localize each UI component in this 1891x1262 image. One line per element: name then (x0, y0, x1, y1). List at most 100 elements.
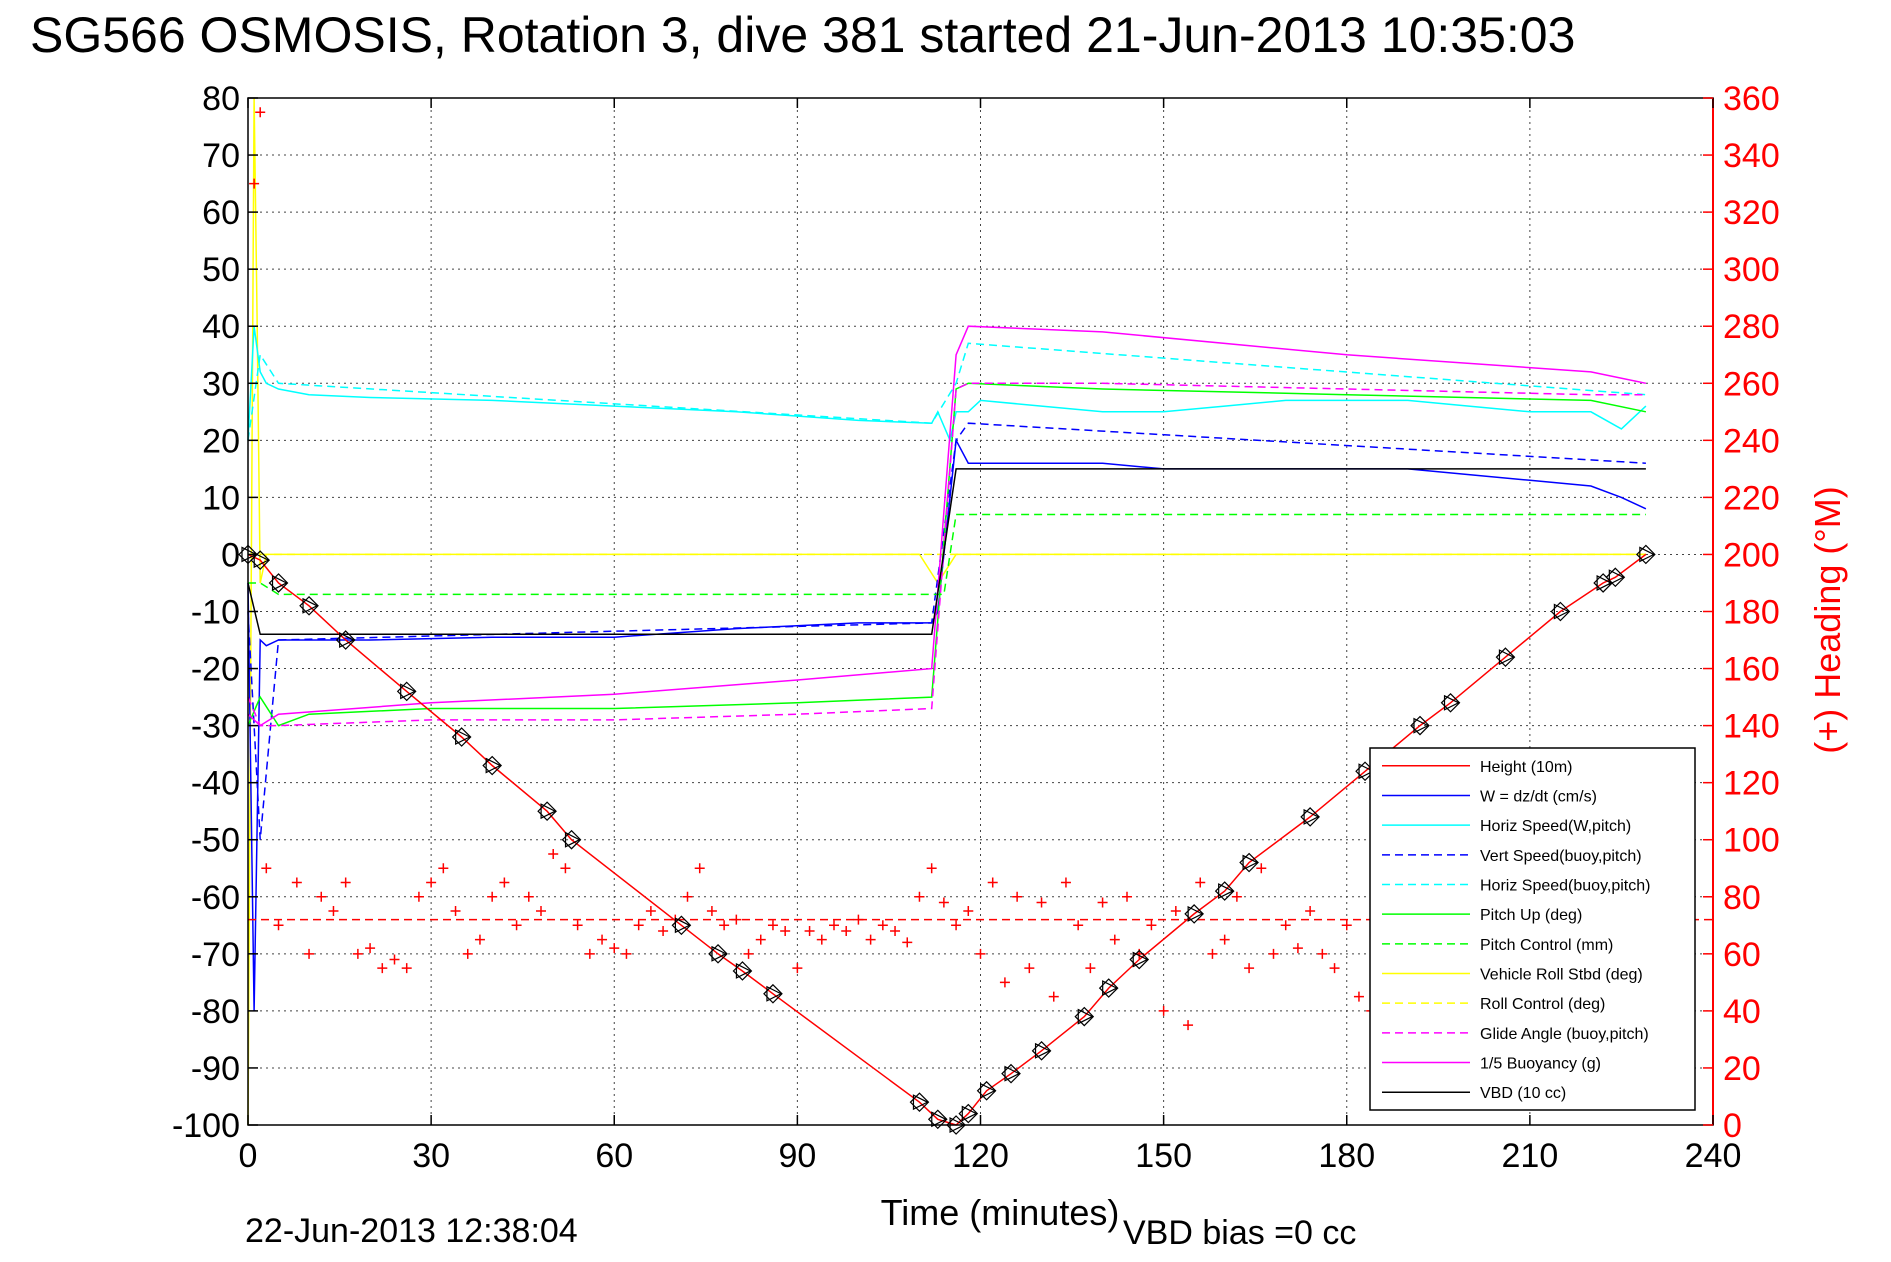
y-right-tick-label: 300 (1723, 251, 1780, 289)
series-line (247, 382, 1647, 727)
heading-marker (365, 943, 376, 954)
heading-marker (1353, 991, 1364, 1002)
heading-marker (1012, 891, 1023, 902)
heading-marker (438, 863, 449, 874)
heading-marker (536, 906, 546, 917)
heading-marker (694, 863, 705, 874)
y-right-tick-label: 100 (1723, 822, 1780, 860)
heading-marker (719, 920, 730, 931)
heading-marker (1048, 991, 1059, 1002)
y-right-tick-label: 340 (1723, 137, 1780, 175)
footer-vbd-bias: VBD bias =0 cc (1123, 1214, 1356, 1252)
legend-label: W = dz/dt (cm/s) (1480, 788, 1597, 805)
heading-marker (340, 877, 351, 888)
series-line (247, 382, 1646, 727)
height-marker-triangle (302, 597, 319, 614)
heading-marker (987, 877, 998, 888)
heading-marker (450, 906, 461, 917)
heading-marker (938, 897, 949, 908)
heading-marker (1097, 897, 1108, 908)
height-marker-triangle (455, 729, 471, 745)
height-markers (238, 544, 1656, 1135)
heading-marker (999, 977, 1010, 988)
legend-label: Pitch Control (mm) (1480, 937, 1613, 954)
x-tick-label: 0 (239, 1137, 258, 1175)
heading-marker (792, 963, 803, 974)
y-right-tick-label: 180 (1723, 594, 1780, 632)
height-marker-triangle (1004, 1065, 1021, 1082)
x-tick-label: 60 (595, 1137, 633, 1175)
heading-marker (1109, 934, 1120, 945)
heading-marker (572, 920, 583, 931)
y-tick-label: 70 (202, 137, 240, 175)
y-tick-label: -70 (191, 936, 240, 974)
heading-marker (755, 934, 766, 945)
height-marker-triangle (931, 1111, 948, 1128)
legend-label: Horiz Speed(W,pitch) (1480, 818, 1631, 835)
height-marker-triangle (1596, 575, 1613, 591)
y-tick-label: -40 (191, 765, 240, 803)
legend-label: VBD (10 cc) (1480, 1085, 1566, 1102)
y-tick-label: -10 (191, 594, 240, 632)
heading-marker (1244, 963, 1255, 974)
heading-marker (963, 906, 974, 917)
y-tick-label: 30 (202, 365, 240, 403)
heading-marker (328, 906, 339, 917)
heading-marker (1060, 877, 1071, 888)
height-marker-triangle (961, 1105, 978, 1122)
legend-box (1369, 747, 1696, 1111)
heading-marker (633, 920, 644, 931)
height-marker-triangle (271, 575, 288, 591)
heading-marker (548, 848, 559, 859)
height-marker-triangle (1187, 905, 1204, 922)
y-tick-label: -20 (191, 651, 240, 689)
heading-marker (389, 954, 400, 965)
y-right-tick-label: 240 (1723, 422, 1780, 460)
heading-marker (1146, 920, 1157, 931)
heading-marker (560, 863, 571, 874)
legend-label: Glide Angle (buoy,pitch) (1480, 1026, 1649, 1043)
legend-label: Vert Speed(buoy,pitch) (1480, 848, 1642, 865)
y-tick-label: 20 (202, 422, 240, 460)
heading-marker (584, 948, 595, 959)
height-marker-triangle (540, 803, 557, 820)
heading-marker (951, 920, 962, 931)
x-tick-label: 30 (412, 1137, 450, 1175)
heading-marker (1158, 1005, 1169, 1016)
heading-marker (1195, 877, 1206, 888)
heading-marker (316, 891, 327, 902)
heading-marker (499, 877, 510, 888)
heading-marker (291, 877, 302, 888)
y-tick-label: 40 (202, 308, 240, 346)
y-right-tick-label: 260 (1723, 365, 1780, 403)
heading-marker (1341, 920, 1352, 931)
heading-marker (816, 934, 827, 945)
heading-marker (767, 920, 778, 931)
series-line (247, 437, 1647, 1011)
heading-marker (877, 920, 888, 931)
heading-marker (841, 926, 852, 937)
y-right-tick-label: 200 (1723, 536, 1780, 574)
heading-marker (1329, 963, 1340, 974)
height-marker-triangle (1303, 808, 1320, 825)
y-right-tick-label: 220 (1723, 479, 1780, 517)
chart-title: SG566 OSMOSIS, Rotation 3, dive 381 star… (30, 7, 1575, 63)
height-marker-triangle (980, 1082, 996, 1099)
legend: Height (10m) W = dz/dt (cm/s) Horiz Speed(… (1369, 747, 1696, 1111)
series-line (247, 326, 1647, 443)
y-axis-right: 3603403203002802602402202001801601401201… (1703, 80, 1780, 1145)
y-tick-label: -100 (172, 1107, 240, 1145)
legend-label: Height (10m) (1480, 759, 1572, 776)
legend-label: Roll Control (deg) (1480, 996, 1605, 1013)
heading-marker (377, 963, 388, 974)
y-tick-label: 80 (202, 80, 240, 118)
height-marker-triangle (1242, 854, 1259, 871)
heading-marker (1231, 891, 1242, 902)
heading-marker (658, 926, 669, 937)
y-right-tick-label: 20 (1723, 1050, 1761, 1088)
heading-marker (1085, 963, 1096, 974)
heading-marker (706, 906, 717, 917)
heading-marker (1036, 897, 1047, 908)
y-axis-left: 80 70 60 50 40 30 20 10 0 -10 -20 -30 -40 -50 -60 -70 -8… (172, 80, 258, 1145)
heading-marker (1170, 906, 1181, 917)
